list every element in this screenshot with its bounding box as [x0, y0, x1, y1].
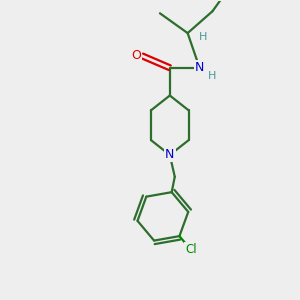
Text: N: N: [195, 61, 204, 74]
Text: H: H: [199, 32, 208, 42]
Text: N: N: [165, 148, 175, 161]
Text: H: H: [208, 71, 217, 81]
Text: Cl: Cl: [185, 243, 197, 256]
Text: O: O: [131, 50, 141, 62]
